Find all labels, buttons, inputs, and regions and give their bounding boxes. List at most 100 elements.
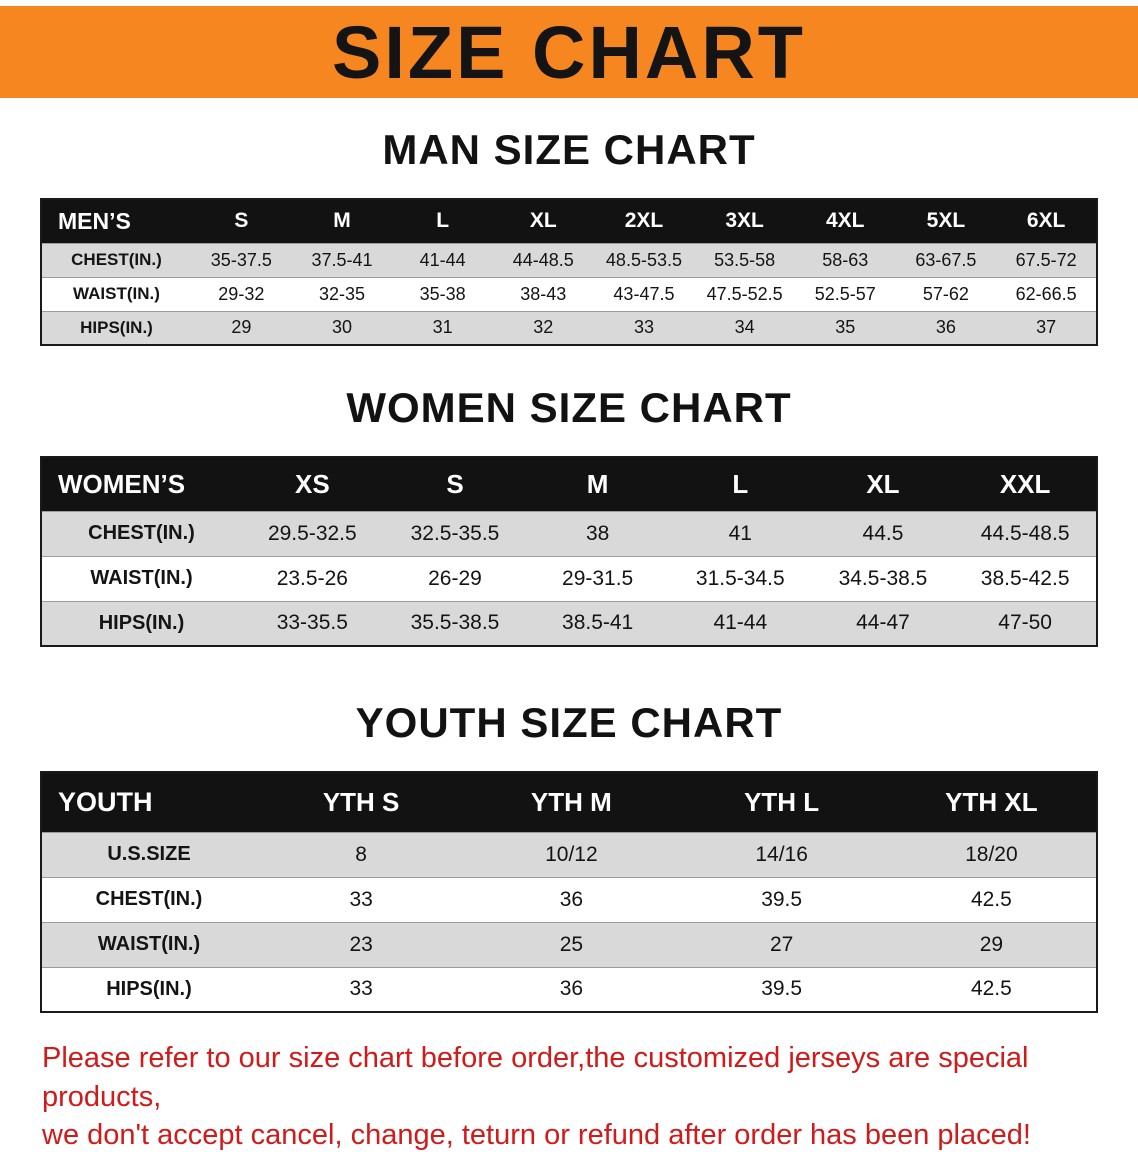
row-label: WAIST(IN.) — [73, 284, 160, 303]
size-value: 35-37.5 — [210, 249, 272, 270]
header-row: WOMEN’S XS S M L XL XXL — [41, 457, 1097, 511]
size-column-header: YTH M — [466, 772, 677, 832]
table-row: HIPS(IN.) 29 30 31 32 33 34 35 36 37 — [41, 311, 1097, 345]
size-value: 35 — [835, 317, 856, 338]
size-column-header: YTH L — [676, 772, 887, 832]
size-value: 38.5-42.5 — [980, 566, 1070, 590]
size-column-header: M — [291, 199, 393, 243]
size-column-header: S — [191, 199, 292, 243]
notice-line-1: Please refer to our size chart before or… — [42, 1042, 1029, 1113]
size-value: 32-35 — [318, 283, 365, 304]
table-row: WAIST(IN.) 23.5-26 26-29 29-31.5 31.5-34.5 34… — [41, 556, 1097, 601]
size-column-header: 5XL — [895, 199, 997, 243]
size-value: 10/12 — [545, 842, 598, 866]
size-value: 44.5 — [862, 521, 904, 545]
size-value: 33 — [349, 977, 373, 1001]
row-label: WAIST(IN.) — [90, 567, 193, 589]
page-title: SIZE CHART — [332, 10, 806, 94]
size-column-header: XL — [492, 199, 594, 243]
size-value: 34.5-38.5 — [838, 566, 928, 590]
size-value: 42.5 — [970, 887, 1012, 911]
size-column-header: 2XL — [593, 199, 695, 243]
table-row: U.S.SIZE 8 10/12 14/16 18/20 — [41, 832, 1097, 877]
row-label: HIPS(IN.) — [98, 611, 185, 634]
size-value: 18/20 — [965, 842, 1018, 866]
size-value: 30 — [331, 317, 352, 338]
size-chart-page: SIZE CHART MAN SIZE CHART MEN’S S M L XL 2XL 3… — [0, 6, 1138, 1155]
size-value: 35-38 — [419, 283, 466, 304]
size-value: 32.5-35.5 — [410, 521, 500, 545]
table-row: CHEST(IN.) 29.5-32.5 32.5-35.5 38 41 44.5 44.5… — [41, 511, 1097, 556]
size-value: 31 — [432, 317, 453, 338]
size-column-header: 6XL — [996, 199, 1097, 243]
header-row: MEN’S S M L XL 2XL 3XL 4XL 5XL 6XL — [41, 199, 1097, 243]
size-value: 43-47.5 — [613, 283, 675, 304]
size-column-header: XS — [241, 457, 384, 511]
size-value: 38-43 — [520, 283, 567, 304]
size-value: 44.5-48.5 — [980, 521, 1070, 545]
size-column-header: S — [383, 457, 527, 511]
table-row: HIPS(IN.) 33 36 39.5 42.5 — [41, 967, 1097, 1012]
size-value: 52.5-57 — [814, 283, 876, 304]
size-value: 8 — [355, 842, 367, 866]
size-value: 39.5 — [761, 887, 803, 911]
size-value: 41-44 — [713, 611, 768, 635]
size-value: 48.5-53.5 — [605, 249, 682, 270]
size-column-header: YTH S — [256, 772, 467, 832]
size-value: 33-35.5 — [276, 611, 348, 635]
size-value: 29-32 — [218, 283, 265, 304]
size-value: 29 — [979, 932, 1004, 956]
women-size-table: WOMEN’S XS S M L XL XXL CHEST(IN.) 29.5-32.5 32.5… — [40, 456, 1098, 647]
size-column-header: 3XL — [694, 199, 795, 243]
size-value: 38 — [585, 521, 610, 545]
table-row: HIPS(IN.) 33-35.5 35.5-38.5 38.5-41 41-44 44-… — [41, 601, 1097, 646]
size-value: 36 — [935, 317, 956, 338]
size-value: 33 — [633, 317, 654, 338]
youth-section: YOUTH SIZE CHART YOUTH YTH S YTH M YTH L YTH… — [0, 699, 1138, 1013]
size-value: 31.5-34.5 — [695, 566, 785, 590]
size-value: 23 — [349, 932, 373, 956]
size-value: 25 — [559, 932, 584, 956]
size-value: 62-66.5 — [1015, 283, 1077, 304]
group-label: MEN’S — [41, 199, 191, 243]
size-value: 57-62 — [922, 283, 969, 304]
size-column-header: XXL — [954, 457, 1097, 511]
size-column-header: YTH XL — [886, 772, 1097, 832]
youth-section-heading: YOUTH SIZE CHART — [355, 699, 783, 746]
row-label: CHEST(IN.) — [95, 888, 203, 910]
table-row: CHEST(IN.) 33 36 39.5 42.5 — [41, 877, 1097, 922]
size-column-header: L — [392, 199, 493, 243]
size-value: 23.5-26 — [276, 566, 348, 590]
footer-notice: Please refer to our size chart before or… — [42, 1039, 1098, 1155]
row-label: WAIST(IN.) — [97, 933, 201, 955]
size-value: 36 — [559, 977, 584, 1001]
size-value: 34 — [734, 317, 755, 338]
size-value: 67.5-72 — [1015, 249, 1077, 270]
size-value: 29 — [231, 317, 252, 338]
size-value: 39.5 — [761, 977, 803, 1001]
youth-size-table: YOUTH YTH S YTH M YTH L YTH XL U.S.SIZE 8 10/12… — [40, 771, 1098, 1013]
size-value: 29.5-32.5 — [267, 521, 357, 545]
size-value: 42.5 — [970, 977, 1012, 1001]
size-value: 41-44 — [419, 249, 466, 270]
size-value: 41 — [728, 521, 752, 545]
size-value: 36 — [559, 887, 584, 911]
size-column-header: XL — [811, 457, 955, 511]
size-value: 44-47 — [856, 611, 910, 635]
size-column-header: L — [668, 457, 812, 511]
women-section: WOMEN SIZE CHART WOMEN’S XS S M L XL XXL CHEST(… — [0, 384, 1138, 647]
group-label: WOMEN’S — [41, 457, 241, 511]
header-row: YOUTH YTH S YTH M YTH L YTH XL — [41, 772, 1097, 832]
size-value: 29-31.5 — [562, 566, 634, 590]
table-row: WAIST(IN.) 29-32 32-35 35-38 38-43 43-47.5 47.… — [41, 277, 1097, 311]
row-label: CHEST(IN.) — [88, 522, 195, 544]
table-row: WAIST(IN.) 23 25 27 29 — [41, 922, 1097, 967]
row-label: HIPS(IN.) — [80, 317, 153, 337]
size-value: 35.5-38.5 — [410, 611, 500, 635]
size-value: 47-50 — [998, 611, 1052, 635]
size-value: 63-67.5 — [915, 249, 977, 270]
row-label: U.S.SIZE — [107, 843, 191, 865]
size-value: 38.5-41 — [562, 611, 634, 635]
women-section-heading: WOMEN SIZE CHART — [346, 384, 792, 431]
men-size-table: MEN’S S M L XL 2XL 3XL 4XL 5XL 6XL CHEST(IN.) 35-37… — [40, 198, 1098, 346]
